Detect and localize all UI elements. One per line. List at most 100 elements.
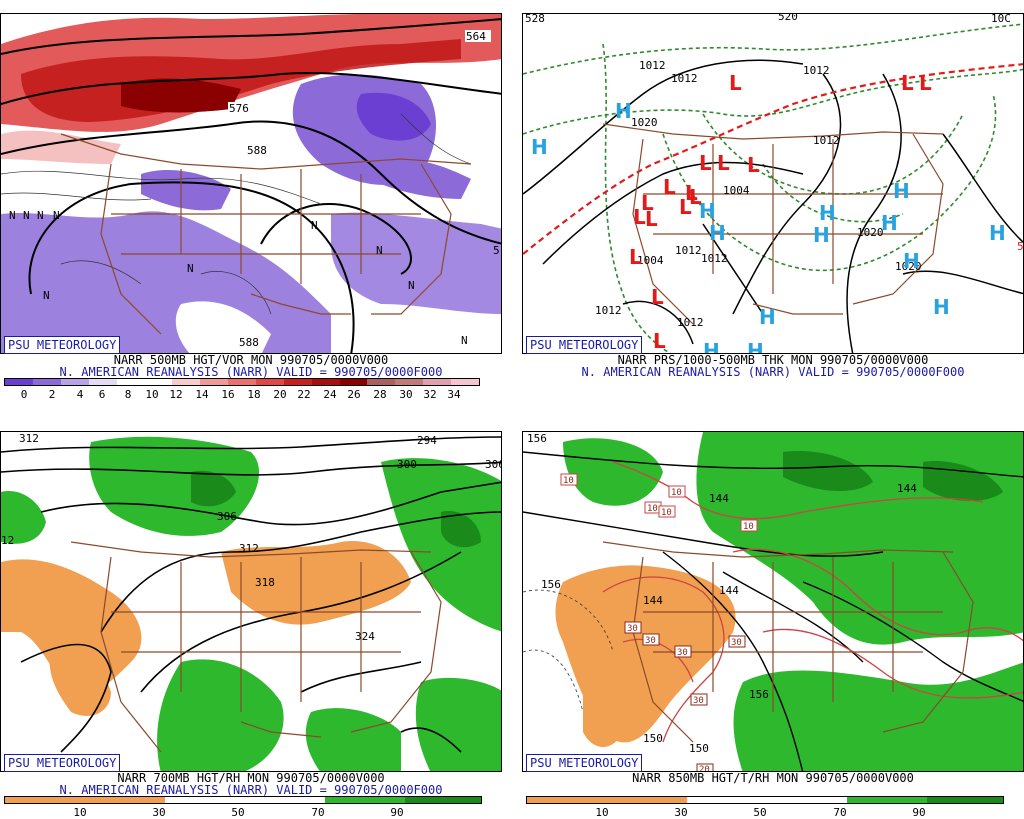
tick: 10 [73, 806, 87, 819]
height-label: 306 [485, 458, 502, 471]
n-mark: N [43, 289, 50, 302]
height-label: 156 [541, 578, 561, 591]
pressure-label: 1004 [723, 184, 750, 197]
high-marker: H [933, 295, 950, 319]
vorticity-negative-east [331, 212, 501, 314]
n-mark: N [9, 209, 16, 222]
tick: 26 [347, 388, 361, 401]
vorticity-core [121, 78, 241, 113]
temperature-label: 30 [677, 648, 688, 658]
height-label: 306 [217, 510, 237, 523]
low-marker: L [653, 329, 666, 353]
height-label: 12 [1, 534, 14, 547]
low-marker: L [901, 71, 914, 95]
tick: 28 [373, 388, 387, 401]
panel-caption-title: NARR PRS/1000-500MB THK MON 990705/0000V… [617, 353, 929, 367]
temperature-label: 10 [563, 476, 574, 486]
n-mark: N [37, 209, 44, 222]
tick: 32 [423, 388, 437, 401]
temperature-label: 30 [731, 638, 742, 648]
tick: 0 [20, 388, 28, 401]
very-moist-regions [191, 470, 481, 548]
panel-caption-valid: N. AMERICAN REANALYSIS (NARR) VALID = 99… [59, 783, 443, 797]
rh-colorbar-ticks: 10 30 50 70 90 [526, 806, 1004, 819]
vorticity-negative-core [356, 92, 431, 141]
psu-meteorology-badge: PSU METEOROLOGY [4, 754, 121, 772]
high-marker: H [893, 179, 910, 203]
high-centers: H H H H H H H H H H H H H H [531, 99, 1006, 354]
thickness-contours [523, 23, 1023, 353]
n-mark: N [53, 209, 60, 222]
tick: 2 [48, 388, 56, 401]
height-labels: 312 294 300 306 306 312 318 324 12 [1, 432, 502, 643]
temperature-label: 30 [693, 696, 704, 706]
psu-meteorology-badge: PSU METEOROLOGY [526, 754, 643, 772]
height-label: 312 [239, 542, 259, 555]
political-boundaries [602, 123, 944, 325]
height-label: 156 [527, 432, 547, 445]
low-marker: L [685, 181, 698, 205]
tick: 14 [195, 388, 209, 401]
vorticity-colorbar [4, 378, 480, 386]
height-contours [523, 451, 1023, 771]
vorticity-negative-northeast [381, 159, 471, 199]
height-labels: 564 576 588 588 5 [228, 30, 500, 349]
moist-regions [1, 436, 501, 771]
low-marker: L [633, 205, 646, 229]
low-marker: L [699, 151, 712, 175]
high-marker: H [747, 339, 764, 354]
height-label: 5 [493, 244, 500, 257]
pressure-label: 1004 [637, 254, 664, 267]
height-label: 144 [643, 594, 663, 607]
temperature-label: 30 [627, 624, 638, 634]
high-marker: H [759, 305, 776, 329]
temperature-label: 10 [743, 522, 754, 532]
height-label: 324 [355, 630, 375, 643]
tick: 24 [323, 388, 337, 401]
low-marker: L [689, 185, 702, 209]
height-label: 156 [749, 688, 769, 701]
tick: 18 [247, 388, 261, 401]
height-label: 144 [897, 482, 917, 495]
n-mark: N [23, 209, 30, 222]
map-500mb: N N N N N N N N N N 564 576 588 588 5 [0, 13, 502, 354]
map-surface-svg: 528 520 10C 5 1012 1012 1012 1020 1012 1… [523, 14, 1024, 354]
pressure-label: 1012 [677, 316, 704, 329]
map-surface-pressure: 528 520 10C 5 1012 1012 1012 1020 1012 1… [522, 13, 1024, 354]
pressure-label: 1020 [857, 226, 884, 239]
temperature-label: 30 [645, 636, 656, 646]
temperature-label: 10 [671, 488, 682, 498]
panel-700mb-rh: 312 294 300 306 306 312 318 324 12 PSU M… [0, 418, 502, 819]
edge-label: 10C [991, 14, 1011, 25]
thickness-540-line [523, 63, 1023, 255]
low-marker: L [679, 195, 692, 219]
tick: 10 [595, 806, 609, 819]
high-marker: H [699, 199, 716, 223]
n-mark: N [376, 244, 383, 257]
pressure-label: 1012 [803, 64, 830, 77]
high-marker: H [703, 339, 720, 354]
pressure-label: 1012 [595, 304, 622, 317]
panel-caption-title: NARR 500MB HGT/VOR MON 990705/0000V000 [113, 353, 389, 367]
high-marker: H [531, 135, 548, 159]
n-mark: N [187, 262, 194, 275]
edge-label: 5 [1017, 240, 1024, 253]
temperature-label: 10 [647, 504, 658, 514]
tick: 22 [297, 388, 311, 401]
high-marker: H [903, 249, 920, 273]
height-label: 294 [417, 434, 437, 447]
height-label: 144 [719, 584, 739, 597]
height-label: 150 [643, 732, 663, 745]
high-marker: H [709, 221, 726, 245]
low-marker: L [747, 153, 760, 177]
map-700mb-svg: 312 294 300 306 306 312 318 324 12 [1, 432, 502, 771]
political-boundaries [70, 541, 442, 753]
psu-meteorology-badge: PSU METEOROLOGY [526, 336, 643, 354]
high-marker: H [989, 221, 1006, 245]
n-mark: N [408, 279, 415, 292]
pressure-label: 1012 [813, 134, 840, 147]
map-700mb: 312 294 300 306 306 312 318 324 12 [0, 431, 502, 772]
map-850mb-svg: 156 156 144 144 144 144 150 150 156 10 1… [523, 432, 1023, 771]
panel-850mb-temp-rh: 156 156 144 144 144 144 150 150 156 10 1… [522, 418, 1024, 819]
temperature-labels: 10 10 10 10 10 30 30 30 30 30 [560, 473, 758, 771]
